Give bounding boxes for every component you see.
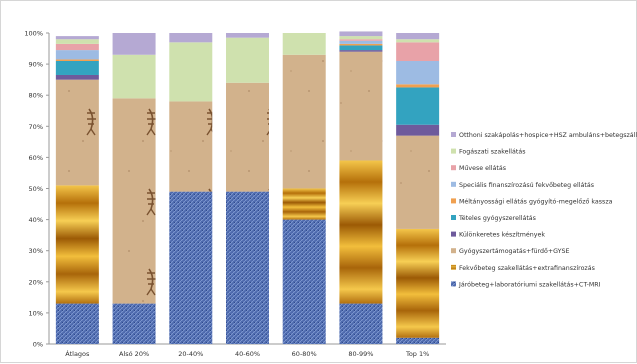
bar-segment-s9-c6	[396, 33, 440, 40]
bar-segment-s9-c2	[169, 33, 213, 43]
y-tick-label: 20%	[29, 278, 43, 286]
x-tick-label: 40-60%	[235, 350, 260, 358]
bar-segment-s1-c6	[396, 228, 440, 338]
legend-label: Méltányossági ellátás gyógyító-megelőző …	[459, 196, 613, 205]
bar-segment-s2-c1	[112, 98, 156, 304]
legend-label: Gyógyszertámogatás+fürdő+GYSE	[459, 246, 570, 255]
y-tick-label: 80%	[29, 92, 43, 100]
bar-stack-6	[396, 33, 440, 344]
bar-segment-s9-c0	[55, 36, 99, 40]
bar-stack-1	[112, 33, 156, 344]
bar-segment-s3-c0	[55, 74, 99, 80]
bar-segment-s1-c4	[282, 188, 326, 220]
bar-segment-s5-c0	[55, 59, 99, 61]
legend-label: Fekvőbeteg szakellátás+extrafinanszírozá…	[459, 263, 595, 272]
bar-segment-s6-c5	[339, 40, 383, 44]
bar-segment-s6-c6	[396, 60, 440, 85]
bar-segment-s7-c5	[339, 39, 383, 41]
bar-segment-s4-c6	[396, 87, 440, 125]
legend-swatch	[451, 248, 456, 254]
bar-stack-3	[226, 33, 269, 344]
y-tick-label: 30%	[29, 247, 43, 255]
bar-segment-s2-c5	[339, 51, 383, 161]
y-tick-label: 0%	[33, 341, 43, 349]
bar-segment-s9-c1	[112, 33, 156, 55]
legend-swatch	[451, 264, 456, 270]
legend-swatch	[451, 165, 456, 171]
x-tick-label: Top 1%	[405, 350, 429, 358]
bar-stack-5	[339, 31, 383, 344]
bar-segment-s4-c5	[339, 45, 383, 51]
legend-label: Különkeretes készítmények	[459, 231, 545, 239]
legend-swatch	[451, 231, 456, 237]
bar-segment-s0-c3	[226, 191, 269, 344]
y-tick-label: 70%	[29, 123, 43, 131]
legend-swatch	[451, 132, 456, 137]
bar-segment-s2-c3	[226, 82, 269, 192]
y-tick-label: 100%	[24, 30, 43, 38]
bar-segment-s3-c6	[396, 124, 440, 136]
bar-segment-s0-c4	[282, 219, 326, 344]
bar-segment-s3-c5	[339, 50, 383, 52]
bar-segment-s0-c0	[55, 303, 99, 344]
bar-segment-s2-c4	[282, 54, 326, 189]
bar-stack-0	[55, 36, 99, 344]
y-tick-label: 10%	[29, 309, 43, 317]
legend-label: Fogászati szakellátás	[459, 148, 525, 156]
x-tick-label: Alsó 20%	[119, 350, 149, 358]
legend-label: Speciális finanszírozású fekvőbeteg ellá…	[459, 180, 594, 189]
y-tick-label: 50%	[29, 185, 43, 193]
legend-swatch	[451, 281, 456, 287]
bar-segment-s8-c2	[169, 42, 213, 102]
bar-segment-s7-c0	[55, 43, 99, 51]
bar-stack-4	[282, 33, 326, 344]
x-tick-label: 60-80%	[292, 350, 317, 358]
bar-segment-s2-c2	[169, 101, 213, 192]
bar-segment-s1-c0	[55, 185, 99, 304]
bar-segment-s2-c0	[55, 79, 99, 186]
bar-segment-s4-c0	[55, 60, 99, 75]
legend-label: Otthoni szakápolás+hospice+HSZ ambuláns+…	[459, 131, 637, 139]
bar-segment-s8-c1	[112, 54, 156, 99]
bar-segment-s5-c5	[339, 43, 383, 46]
bar-segment-s0-c6	[396, 337, 440, 344]
bar-segment-s8-c5	[339, 36, 383, 40]
bar-segment-s7-c6	[396, 42, 440, 61]
bar-segment-s8-c3	[226, 37, 269, 83]
bar-segment-s1-c5	[339, 160, 383, 304]
bar-segment-s9-c5	[339, 31, 383, 37]
bar-segment-s6-c0	[55, 50, 99, 60]
bar-segment-s8-c0	[55, 39, 99, 44]
bar-segment-s0-c2	[169, 191, 213, 344]
x-tick-label: 80-99%	[348, 350, 373, 358]
legend-swatch	[451, 148, 456, 154]
bar-segment-s9-c3	[226, 33, 269, 38]
legend-swatch	[451, 215, 456, 220]
y-tick-label: 60%	[29, 154, 43, 162]
bar-segment-s0-c5	[339, 303, 383, 344]
legend-label: Tételes gyógyszerellátás	[458, 214, 536, 222]
bar-stack-2	[169, 33, 213, 344]
bar-segment-s0-c1	[112, 303, 156, 344]
bar-segment-s8-c4	[282, 33, 326, 55]
legend-label: Járóbeteg+laboratóriumi szakellátás+CT-M…	[458, 280, 601, 288]
x-tick-label: 20-40%	[178, 350, 203, 358]
x-tick-label: Átlagos	[65, 349, 90, 358]
legend-swatch	[451, 198, 456, 204]
bar-segment-s5-c6	[396, 84, 440, 88]
y-tick-label: 90%	[29, 61, 43, 69]
bar-segment-s8-c6	[396, 39, 440, 43]
legend-swatch	[451, 181, 456, 187]
bar-segment-s2-c6	[396, 135, 440, 229]
y-tick-label: 40%	[29, 216, 43, 224]
legend-label: Művese ellátás	[459, 163, 506, 172]
